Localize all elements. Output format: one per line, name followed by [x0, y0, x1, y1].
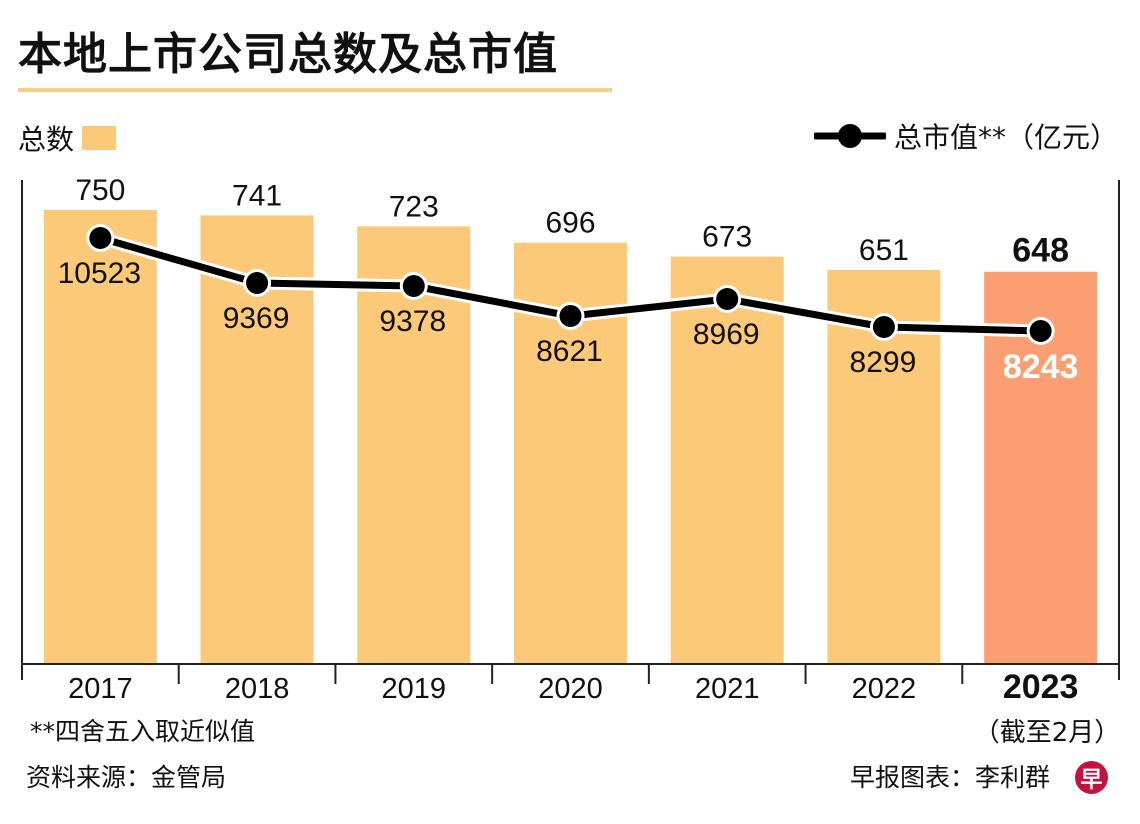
- line-label-2020: 8621: [536, 335, 603, 368]
- bar-label-2019: 723: [389, 190, 439, 223]
- x-tick-label-2022: 2022: [852, 673, 917, 705]
- line-label-2021: 8969: [693, 318, 760, 351]
- legend-line-series: 总市值**（亿元）: [813, 116, 1118, 156]
- line-label-2017: 10523: [58, 257, 141, 290]
- legend-line-marker-icon: [813, 124, 886, 148]
- line-point-2019: [402, 275, 425, 297]
- zaobao-logo-icon: 早: [1075, 761, 1108, 794]
- bar-label-2021: 673: [702, 221, 752, 254]
- bar-label-2018: 741: [232, 179, 282, 212]
- legend-bar-series: 总数: [18, 118, 117, 158]
- x-tick-label-2019: 2019: [382, 673, 447, 705]
- line-point-2020: [559, 305, 582, 327]
- bar-2021: [670, 256, 784, 664]
- bar-label-2020: 696: [545, 207, 595, 240]
- legend-bar-swatch: [82, 126, 117, 150]
- chart-title: 本地上市公司总数及总市值: [18, 29, 558, 80]
- line-label-2018: 9369: [223, 302, 290, 335]
- line-point-2021: [716, 288, 739, 310]
- bar-label-2017: 750: [75, 174, 125, 207]
- highlight-note: （截至2月）: [973, 718, 1121, 748]
- legend-bar-label: 总数: [18, 123, 75, 156]
- x-tick-label-2017: 2017: [68, 673, 133, 705]
- x-tick-label-2018: 2018: [225, 673, 290, 705]
- bar-label-2023: 648: [1012, 232, 1069, 270]
- title-divider: [18, 88, 612, 92]
- credit-note: 早报图表：李利群: [849, 763, 1050, 792]
- footnote: **四舍五入取近似值: [30, 717, 256, 746]
- source-note: 资料来源：金管局: [26, 763, 227, 792]
- line-point-2022: [872, 316, 895, 338]
- line-label-2023: 8243: [1003, 348, 1079, 386]
- legend-line-label: 总市值**（亿元）: [893, 121, 1118, 154]
- x-tick-label-2021: 2021: [695, 673, 760, 705]
- x-tick-label-2020: 2020: [538, 673, 603, 705]
- bar-label-2022: 651: [859, 234, 909, 267]
- line-point-2018: [246, 272, 269, 294]
- line-point-2017: [89, 227, 112, 249]
- bar-2017: [43, 210, 157, 664]
- line-label-2022: 8299: [850, 346, 917, 379]
- line-point-2023: [1029, 320, 1052, 342]
- x-tick-label-2023: 2023: [1003, 668, 1079, 706]
- line-label-2019: 9378: [379, 305, 446, 338]
